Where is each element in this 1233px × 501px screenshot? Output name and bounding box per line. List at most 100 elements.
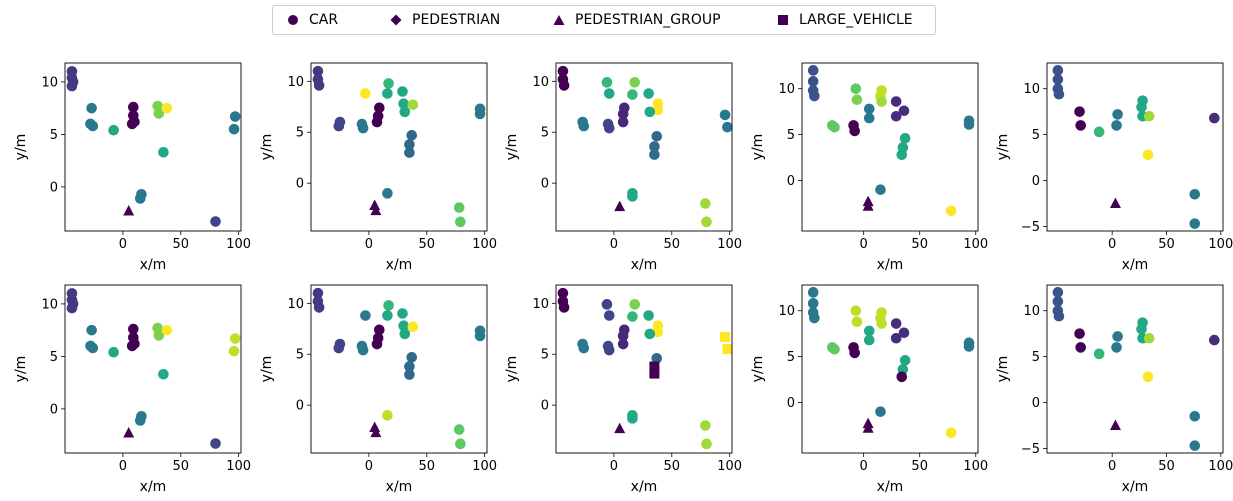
data-point-circle [1189, 188, 1201, 200]
subplot-6: 0 50 100 0 5 10 x/m y/m [13, 284, 251, 495]
data-point-circle [374, 324, 385, 336]
y-tick-label: −5 [1021, 220, 1040, 235]
data-point-circle [455, 216, 466, 228]
data-point-circle [134, 415, 146, 426]
y-tick-label: 5 [296, 348, 304, 363]
data-point-circle [1074, 328, 1085, 339]
y-tick-label: 0 [1032, 174, 1040, 189]
subplot-8: 0 50 100 0 5 10 x/m y/m [504, 284, 742, 495]
x-tick-label: 0 [119, 237, 127, 252]
data-point-circle [1189, 440, 1201, 451]
data-point-circle [1053, 88, 1065, 100]
data-point-circle [945, 205, 957, 217]
x-axis-label: x/m [386, 479, 413, 495]
data-point-circle [558, 302, 570, 313]
data-point-circle [1142, 371, 1154, 383]
y-axis-label: y/m [750, 134, 766, 161]
x-axis-label: x/m [1122, 257, 1149, 273]
y-tick-label: 0 [541, 399, 549, 414]
data-point-circle [161, 102, 173, 114]
data-point-circle [644, 328, 656, 340]
data-point-circle [875, 406, 886, 417]
y-tick-label: −5 [1021, 442, 1040, 457]
subplot-9: 0 50 100 0 5 10 x/m y/m [750, 284, 988, 495]
data-point-circle [890, 96, 902, 107]
y-tick-label: 10 [41, 75, 58, 90]
data-point-circle [701, 438, 712, 450]
data-point-circle [557, 287, 569, 299]
data-point-circle [1075, 120, 1086, 131]
data-point-circle [578, 120, 590, 132]
axes-frame [310, 62, 488, 232]
data-point-circle [383, 78, 394, 89]
x-tick-label: 50 [419, 237, 436, 252]
data-point-circle [558, 80, 570, 91]
diamond-marker-icon [390, 14, 402, 26]
data-point-circle [158, 368, 169, 380]
data-point-circle [627, 89, 638, 100]
x-tick-label: 0 [365, 237, 373, 252]
data-point-circle [963, 119, 975, 130]
legend-label-large-vehicle: LARGE_VEHICLE [799, 12, 913, 28]
data-point-triangle [1109, 419, 1121, 430]
y-tick-label: 0 [296, 399, 304, 414]
data-point-circle [134, 193, 146, 204]
subplot-2: 0 50 100 0 5 10 x/m y/m [259, 62, 497, 273]
data-point-circle [829, 343, 840, 355]
data-point-circle [890, 318, 902, 329]
data-point-circle [86, 324, 97, 336]
data-point-circle [360, 88, 371, 99]
data-point-circle [627, 413, 638, 424]
data-point-triangle [862, 422, 874, 433]
data-point-triangle [614, 422, 626, 434]
x-tick-label: 50 [911, 237, 928, 252]
y-tick-label: 0 [50, 180, 58, 195]
subplot-1: 0 50 100 0 5 10 x/m y/m [13, 62, 251, 273]
axes-frame [64, 284, 242, 454]
data-point-circle [313, 302, 325, 313]
x-tick-label: 50 [911, 459, 928, 474]
data-point-circle [1093, 126, 1105, 138]
data-point-circle [863, 103, 875, 115]
square-marker-icon [778, 15, 788, 25]
axes-frame [1046, 62, 1224, 232]
y-tick-label: 0 [787, 174, 795, 189]
data-point-circle [313, 80, 325, 91]
y-tick-label: 10 [287, 75, 304, 90]
data-point-circle [601, 299, 613, 310]
x-tick-label: 50 [419, 459, 436, 474]
data-point-circle [474, 108, 486, 120]
data-point-circle [1136, 323, 1147, 335]
y-axis-label: y/m [259, 356, 275, 383]
data-point-circle [890, 110, 902, 122]
data-point-circle [850, 83, 862, 95]
x-tick-label: 0 [860, 459, 868, 474]
data-point-circle [643, 310, 654, 321]
data-point-circle [899, 354, 911, 366]
data-point-circle [67, 298, 79, 310]
legend-item-pedestrian: PEDESTRIAN [390, 6, 500, 34]
y-tick-label: 5 [50, 350, 58, 365]
y-axis-label: y/m [995, 134, 1011, 161]
data-point-circle [128, 323, 139, 335]
data-point-circle [643, 88, 654, 99]
x-axis-label: x/m [631, 257, 658, 273]
data-point-circle [1111, 120, 1122, 131]
data-point-circle [1052, 287, 1064, 298]
data-point-circle [108, 346, 119, 358]
x-tick-label: 100 [717, 459, 742, 474]
x-tick-label: 100 [717, 237, 742, 252]
data-point-circle [651, 131, 663, 142]
y-axis-label: y/m [995, 356, 1011, 383]
data-point-circle [899, 132, 911, 144]
data-point-circle [1112, 331, 1123, 342]
y-tick-label: 10 [778, 82, 795, 97]
y-axis-label: y/m [13, 134, 29, 161]
data-point-circle [898, 327, 910, 339]
x-tick-label: 0 [860, 237, 868, 252]
axes-frame [555, 284, 733, 454]
data-point-circle [87, 342, 99, 354]
data-point-circle [398, 320, 409, 332]
data-point-circle [158, 146, 169, 158]
y-tick-label: 10 [1023, 82, 1040, 97]
